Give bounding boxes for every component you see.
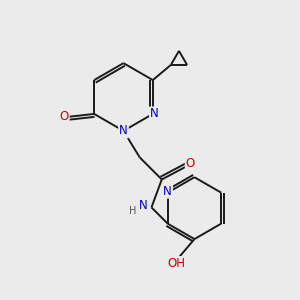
Text: N: N: [119, 124, 128, 137]
Text: O: O: [59, 110, 69, 123]
Text: N: N: [139, 200, 148, 212]
Text: O: O: [186, 157, 195, 170]
Text: H: H: [129, 206, 136, 216]
Text: N: N: [163, 185, 172, 198]
Text: N: N: [150, 107, 159, 120]
Text: OH: OH: [168, 257, 186, 270]
